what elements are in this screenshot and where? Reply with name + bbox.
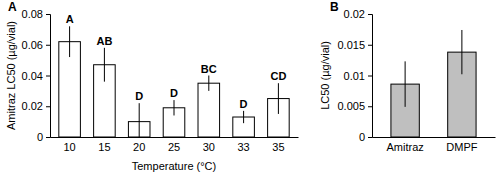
plot-area — [391, 30, 476, 137]
x-axis-line — [373, 137, 496, 138]
x-axis: Amitraz DMPF — [373, 137, 496, 153]
plot-area — [59, 26, 289, 137]
y-tick: 0.08 — [22, 8, 50, 20]
y-axis-line — [46, 15, 51, 138]
y-tick-label: 0.08 — [22, 8, 43, 20]
error-bar — [461, 30, 462, 74]
significance-letter: D — [240, 98, 248, 110]
y-tick: 0.015 — [337, 39, 372, 51]
y-tick-mark — [46, 14, 50, 15]
panel: A AB D D BC D CD 0 0.02 0.04 0.06 0.08 10 15 20 25 30 33 3… — [5, 0, 299, 172]
panel: 0 0.005 0.01 0.015 0.02 Amitraz DMPF LC50 (µg/v… — [319, 0, 496, 153]
y-tick-mark — [46, 76, 50, 77]
x-tick: Amitraz — [386, 137, 423, 153]
error-bar — [278, 83, 279, 114]
x-tick-label: 25 — [168, 141, 180, 153]
y-tick: 0.04 — [22, 70, 50, 82]
x-tick: 35 — [272, 137, 284, 153]
x-tick: 25 — [168, 137, 180, 153]
bar — [198, 83, 220, 137]
y-tick-label: 0.02 — [22, 100, 43, 112]
significance-letter: AB — [96, 35, 112, 47]
y-tick-label: 0.04 — [22, 70, 43, 82]
x-tick-label: Amitraz — [386, 141, 423, 153]
y-axis-title: LC50 (µg/vial) — [319, 41, 331, 110]
y-tick-label: 0.005 — [337, 100, 365, 112]
error-bar — [69, 26, 70, 57]
x-tick: 33 — [237, 137, 249, 153]
x-tick-label: 15 — [98, 141, 110, 153]
x-axis-title: Temperature (°C) — [132, 160, 216, 172]
y-tick-label: 0.015 — [337, 39, 365, 51]
y-tick-label: 0.02 — [344, 8, 365, 20]
x-axis-line — [51, 137, 299, 138]
x-tick: 15 — [98, 137, 110, 153]
x-tick-label: 10 — [63, 141, 75, 153]
x-tick: DMPF — [446, 137, 477, 153]
panel-label: B — [330, 0, 339, 14]
y-tick-label: 0 — [37, 131, 43, 143]
significance-letter: D — [135, 90, 143, 102]
x-tick: 30 — [203, 137, 215, 153]
significance-letter: CD — [270, 70, 286, 82]
y-axis-line — [368, 15, 373, 138]
y-tick: 0.005 — [337, 100, 372, 112]
y-tick-mark — [46, 45, 50, 46]
error-bar — [405, 61, 406, 107]
y-tick-mark — [368, 106, 372, 107]
x-tick-label: 33 — [237, 141, 249, 153]
x-tick-label: DMPF — [446, 141, 477, 153]
y-tick: 0.02 — [22, 100, 50, 112]
y-tick: 0.02 — [344, 8, 372, 20]
error-bar — [243, 111, 244, 123]
y-tick-mark — [368, 45, 372, 46]
y-tick-label: 0 — [359, 131, 365, 143]
error-bar — [139, 103, 140, 137]
significance-letter: BC — [201, 63, 217, 75]
error-bar — [174, 100, 175, 115]
x-axis: 10 15 20 25 30 33 35 — [51, 137, 299, 153]
y-tick-mark — [368, 14, 372, 15]
y-axis: 0 0.02 0.04 0.06 0.08 — [22, 8, 51, 143]
x-tick-label: 35 — [272, 141, 284, 153]
y-tick: 0.06 — [22, 39, 50, 51]
significance-letter: A — [66, 13, 74, 25]
significance-letter: D — [170, 87, 178, 99]
y-tick-label: 0.01 — [344, 70, 365, 82]
y-tick: 0.01 — [344, 70, 372, 82]
y-tick: 0 — [359, 131, 372, 143]
x-tick-label: 30 — [203, 141, 215, 153]
x-tick-label: 20 — [133, 141, 145, 153]
x-tick: 10 — [63, 137, 75, 153]
y-tick-mark — [46, 106, 50, 107]
error-bar — [104, 48, 105, 82]
y-axis-title: Amitraz LC50 (µg/vial) — [5, 21, 17, 130]
y-tick-label: 0.06 — [22, 39, 43, 51]
y-tick-mark — [368, 76, 372, 77]
x-tick: 20 — [133, 137, 145, 153]
y-tick-mark — [46, 137, 50, 138]
panel-label: A — [8, 0, 17, 14]
error-bar — [208, 76, 209, 91]
y-axis: 0 0.005 0.01 0.015 0.02 — [337, 8, 372, 143]
y-tick: 0 — [37, 131, 50, 143]
y-tick-mark — [368, 137, 372, 138]
